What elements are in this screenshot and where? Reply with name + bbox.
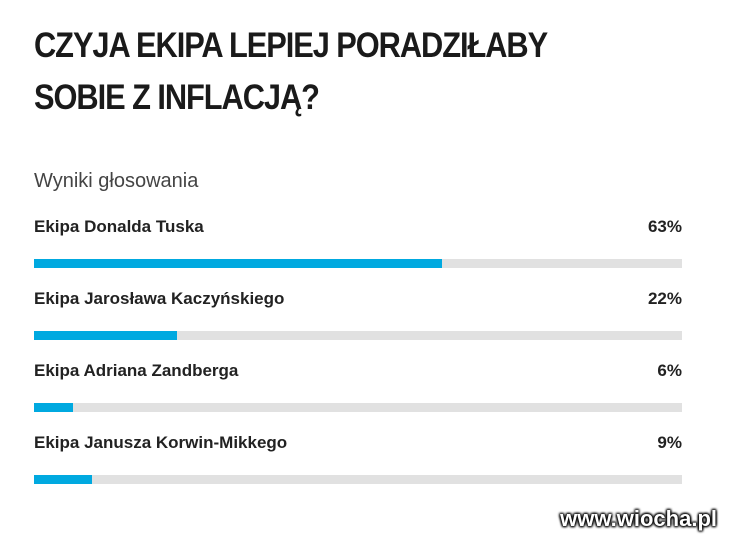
bar-track bbox=[34, 475, 682, 484]
watermark: www.wiocha.pl bbox=[560, 506, 717, 531]
bar-track bbox=[34, 403, 682, 412]
option-label: Ekipa Janusza Korwin-Mikkego bbox=[34, 433, 288, 452]
value-label: 9% bbox=[657, 433, 682, 452]
value-label: 22% bbox=[647, 289, 682, 308]
bar bbox=[34, 259, 443, 268]
value-label: 63% bbox=[647, 217, 682, 236]
option-label: Ekipa Adriana Zandberga bbox=[34, 361, 239, 380]
bar-track bbox=[34, 331, 682, 340]
bar bbox=[34, 475, 93, 484]
value-label: 6% bbox=[657, 361, 682, 380]
chart-title: CZYJA EKIPA LEPIEJ PORADZIŁABY SOBIE Z I… bbox=[34, 26, 548, 117]
chart-subtitle: Wyniki głosowania bbox=[34, 170, 199, 192]
option-label: Ekipa Jarosława Kaczyńskiego bbox=[34, 289, 285, 308]
bar bbox=[34, 403, 73, 412]
bar bbox=[34, 331, 177, 340]
bar-track bbox=[34, 259, 682, 268]
option-label: Ekipa Donalda Tuska bbox=[34, 217, 204, 236]
